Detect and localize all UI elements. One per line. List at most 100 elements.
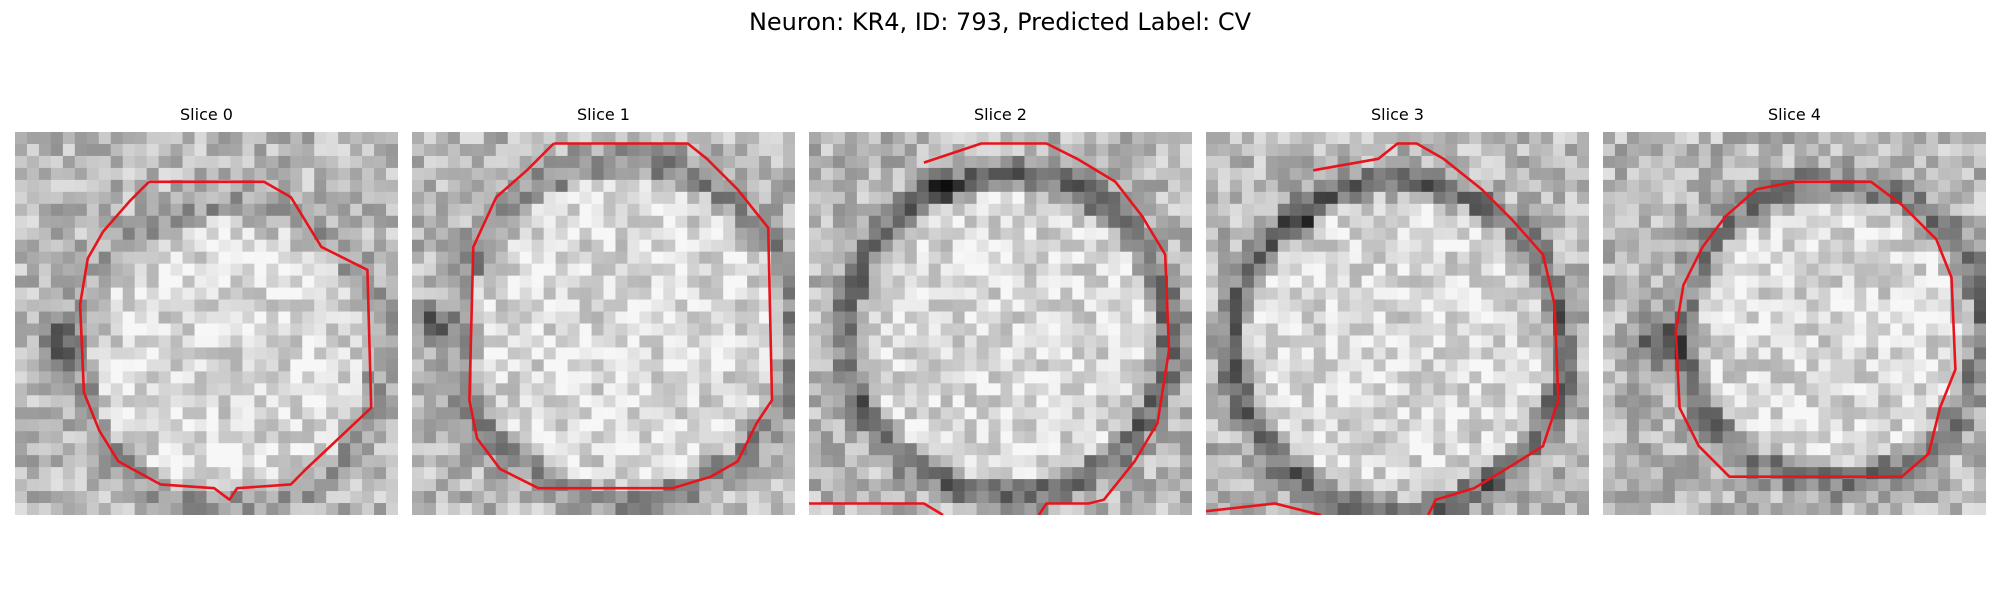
image-pixel — [1734, 359, 1748, 372]
slice-title: Slice 1 — [577, 105, 630, 124]
image-pixel — [711, 323, 724, 336]
image-pixel — [338, 203, 351, 217]
image-pixel — [1012, 299, 1025, 312]
image-pixel — [1950, 155, 1963, 169]
image-pixel — [1096, 455, 1109, 468]
image-pixel — [1241, 335, 1255, 348]
image-pixel — [723, 155, 736, 169]
image-pixel — [314, 155, 327, 169]
image-pixel — [362, 191, 375, 205]
image-pixel — [1686, 203, 1700, 217]
image-pixel — [1036, 167, 1049, 181]
image-pixel — [1397, 323, 1410, 336]
image-pixel — [567, 203, 580, 217]
image-pixel — [711, 419, 724, 432]
image-pixel — [1662, 132, 1676, 145]
image-pixel — [386, 215, 398, 229]
image-pixel — [519, 335, 533, 348]
image-pixel — [435, 431, 449, 444]
image-pixel — [1156, 479, 1169, 492]
image-pixel — [747, 191, 760, 205]
image-pixel — [1048, 203, 1061, 217]
image-pixel — [230, 371, 243, 384]
image-pixel — [1409, 359, 1422, 372]
image-pixel — [783, 263, 795, 277]
image-pixel — [856, 443, 870, 456]
image-pixel — [146, 215, 160, 229]
image-pixel — [1626, 191, 1640, 205]
image-pixel — [1758, 132, 1771, 145]
image-pixel — [1770, 455, 1783, 468]
image-pixel — [1361, 395, 1374, 408]
image-pixel — [1926, 215, 1939, 229]
image-pixel — [904, 323, 918, 336]
image-pixel — [218, 467, 231, 480]
image-pixel — [1890, 407, 1903, 420]
image-pixel — [1710, 371, 1724, 384]
image-pixel — [374, 191, 387, 205]
image-pixel — [735, 215, 748, 229]
image-pixel — [1096, 143, 1109, 157]
image-pixel — [230, 275, 243, 288]
image-pixel — [1120, 455, 1133, 468]
image-pixel — [1180, 143, 1192, 157]
image-pixel — [663, 407, 676, 420]
image-pixel — [1229, 179, 1243, 193]
image-pixel — [1770, 347, 1783, 360]
image-pixel — [880, 167, 894, 181]
image-pixel — [447, 455, 461, 468]
image-pixel — [783, 203, 795, 217]
image-pixel — [976, 467, 989, 480]
image-pixel — [1229, 251, 1243, 265]
image-pixel — [603, 227, 616, 241]
image-pixel — [759, 359, 772, 372]
image-pixel — [1878, 335, 1891, 348]
segmentation-contour — [809, 502, 944, 515]
image-pixel — [1878, 371, 1891, 384]
image-pixel — [1361, 132, 1374, 145]
image-pixel — [1265, 299, 1279, 312]
image-pixel — [868, 311, 882, 324]
image-pixel — [627, 347, 640, 360]
image-pixel — [158, 455, 171, 468]
image-pixel — [639, 299, 652, 312]
image-pixel — [386, 371, 398, 384]
image-pixel — [1072, 491, 1085, 504]
image-pixel — [1206, 479, 1219, 492]
image-pixel — [699, 491, 712, 504]
slice-panel-4: Slice 4 — [1603, 105, 1986, 515]
image-pixel — [1289, 167, 1303, 181]
image-pixel — [62, 347, 76, 360]
image-pixel — [38, 431, 52, 444]
image-pixel — [1962, 132, 1975, 145]
image-pixel — [663, 491, 676, 504]
image-pixel — [1710, 347, 1724, 360]
image-pixel — [134, 299, 148, 312]
image-pixel — [254, 191, 267, 205]
image-pixel — [1156, 431, 1169, 444]
image-pixel — [663, 503, 676, 515]
image-pixel — [1277, 347, 1291, 360]
image-pixel — [1758, 395, 1771, 408]
image-pixel — [1325, 335, 1339, 348]
image-pixel — [1253, 431, 1267, 444]
image-pixel — [254, 239, 267, 253]
image-pixel — [218, 263, 231, 277]
image-pixel — [1878, 215, 1891, 229]
image-pixel — [940, 167, 954, 181]
image-pixel — [1698, 419, 1712, 432]
image-pixel — [350, 491, 363, 504]
image-pixel — [278, 455, 291, 468]
image-pixel — [326, 215, 339, 229]
image-pixel — [1000, 227, 1013, 241]
image-pixel — [412, 287, 425, 300]
image-pixel — [880, 227, 894, 241]
image-pixel — [1938, 431, 1951, 444]
image-pixel — [651, 263, 664, 277]
image-pixel — [374, 215, 387, 229]
image-pixel — [1072, 215, 1085, 229]
image-pixel — [844, 191, 858, 205]
image-pixel — [832, 359, 846, 372]
image-pixel — [603, 419, 616, 432]
image-pixel — [1132, 239, 1145, 253]
